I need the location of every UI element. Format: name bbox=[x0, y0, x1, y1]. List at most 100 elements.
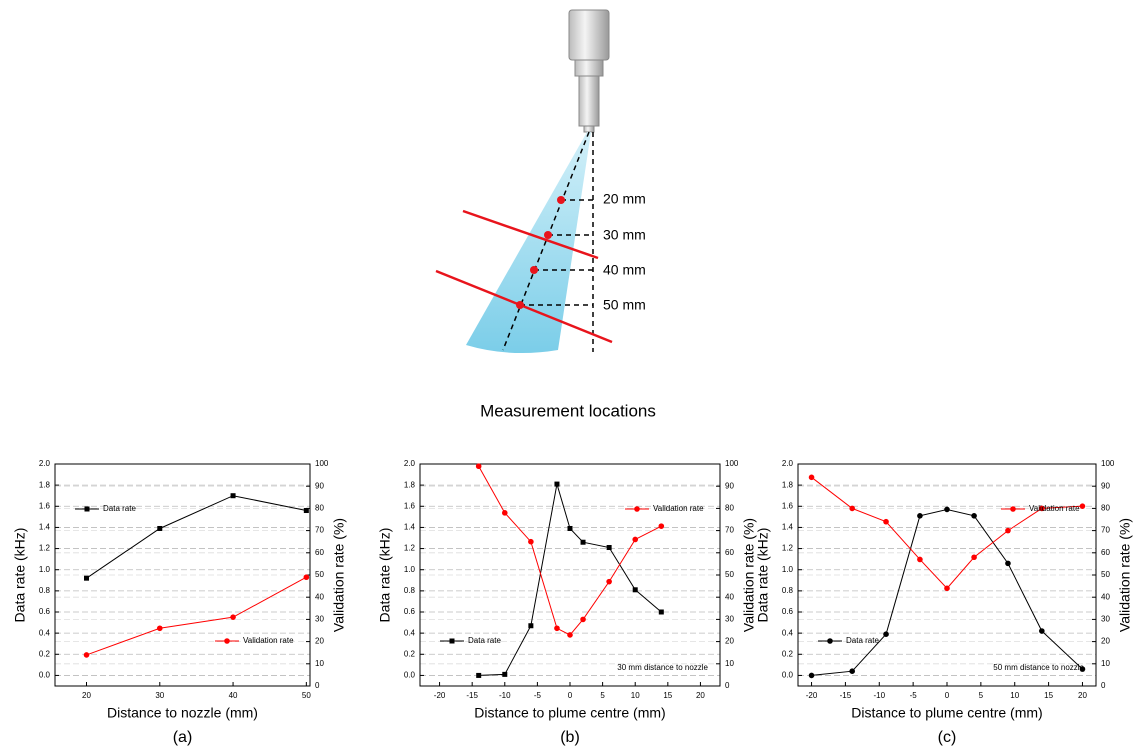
x-tick-label: 15 bbox=[663, 691, 672, 700]
x-tick-label: 0 bbox=[568, 691, 573, 700]
chart-panel: 0.0 0.2 0.4 0.6 0.8 1.0 1.2 1.4 1.6 1.8 2.0 0 10 20 30… bbox=[12, 459, 347, 746]
x-tick-label: -15 bbox=[466, 691, 478, 700]
legend-marker bbox=[1010, 506, 1016, 512]
marker bbox=[606, 545, 612, 551]
marker bbox=[303, 508, 309, 514]
y2-tick-label: 70 bbox=[725, 526, 734, 535]
y-tick-label: 0.0 bbox=[404, 671, 416, 680]
legend-label: Validation rate bbox=[653, 504, 704, 513]
y2-tick-label: 100 bbox=[315, 459, 329, 468]
legend-marker bbox=[634, 506, 640, 512]
marker bbox=[230, 493, 236, 499]
marker bbox=[1079, 503, 1086, 509]
marker bbox=[883, 518, 889, 525]
distance-label: 30 mm bbox=[603, 227, 646, 243]
y-tick-label: 1.2 bbox=[782, 544, 794, 553]
x-axis-label: Distance to plume centre (mm) bbox=[474, 705, 665, 721]
y-tick-label: 1.8 bbox=[782, 480, 794, 489]
x-tick-label: -20 bbox=[434, 691, 446, 700]
y2-tick-label: 0 bbox=[1101, 681, 1106, 690]
x-tick-label: 10 bbox=[631, 691, 640, 700]
marker bbox=[883, 631, 889, 637]
marker bbox=[230, 614, 236, 620]
x-tick-label: -20 bbox=[806, 691, 818, 700]
y2-tick-label: 50 bbox=[1101, 570, 1110, 579]
legend-marker bbox=[224, 638, 230, 644]
marker bbox=[554, 481, 560, 487]
y2-tick-label: 60 bbox=[315, 548, 324, 557]
y2-tick-label: 30 bbox=[315, 615, 324, 624]
marker bbox=[475, 463, 482, 470]
marker bbox=[1039, 505, 1045, 512]
y2-tick-label: 60 bbox=[725, 548, 734, 557]
x-axis-label: Distance to nozzle (mm) bbox=[107, 705, 258, 721]
y-tick-label: 0.0 bbox=[782, 671, 794, 680]
y-tick-label: 1.4 bbox=[404, 523, 416, 532]
y2-tick-label: 80 bbox=[315, 504, 324, 513]
y2-axis-label: Validation rate (%) bbox=[331, 518, 347, 632]
marker bbox=[528, 623, 534, 629]
y-axis-label: Data rate (kHz) bbox=[377, 528, 393, 623]
marker bbox=[1005, 527, 1011, 534]
marker bbox=[567, 525, 573, 531]
y-tick-label: 0.4 bbox=[404, 628, 416, 637]
marker bbox=[528, 538, 534, 545]
y2-tick-label: 90 bbox=[315, 481, 324, 490]
legend-label: Validation rate bbox=[1029, 504, 1080, 513]
marker bbox=[502, 671, 508, 677]
annotation: 50 mm distance to nozzle bbox=[993, 663, 1084, 672]
y-tick-label: 1.4 bbox=[39, 523, 51, 532]
marker bbox=[1079, 666, 1086, 672]
y2-tick-label: 20 bbox=[1101, 637, 1110, 646]
y2-tick-label: 90 bbox=[725, 481, 734, 490]
marker bbox=[476, 672, 482, 678]
legend-marker bbox=[449, 638, 455, 644]
y-tick-label: 1.8 bbox=[39, 480, 51, 489]
marker bbox=[580, 616, 586, 623]
marker bbox=[606, 578, 612, 585]
marker bbox=[83, 652, 90, 658]
marker bbox=[156, 625, 163, 632]
y-tick-label: 1.2 bbox=[39, 544, 51, 553]
distance-label: 50 mm bbox=[603, 297, 646, 313]
y2-axis-label: Validation rate (%) bbox=[741, 518, 757, 632]
x-tick-label: 5 bbox=[979, 691, 984, 700]
panel-label: (c) bbox=[938, 729, 957, 746]
y-tick-label: 0.2 bbox=[782, 649, 794, 658]
y2-tick-label: 30 bbox=[1101, 615, 1110, 624]
y-tick-label: 0.0 bbox=[39, 671, 51, 680]
y-tick-label: 1.6 bbox=[782, 501, 794, 510]
y-tick-label: 0.6 bbox=[782, 607, 794, 616]
y2-tick-label: 40 bbox=[315, 592, 324, 601]
marker bbox=[808, 474, 815, 481]
y-tick-label: 0.2 bbox=[39, 649, 51, 658]
distance-label: 20 mm bbox=[603, 191, 646, 207]
panel-label: (a) bbox=[173, 729, 193, 746]
annotation: 30 mm distance to nozzle bbox=[617, 663, 708, 672]
marker bbox=[567, 632, 573, 638]
marker bbox=[501, 510, 508, 516]
y2-tick-label: 10 bbox=[725, 659, 734, 668]
x-tick-label: 40 bbox=[229, 691, 238, 700]
y-tick-label: 2.0 bbox=[782, 459, 794, 468]
x-tick-label: 50 bbox=[302, 691, 311, 700]
marker bbox=[971, 554, 977, 561]
y-tick-label: 1.6 bbox=[39, 501, 51, 510]
y-tick-label: 1.2 bbox=[404, 544, 416, 553]
y2-tick-label: 30 bbox=[725, 615, 734, 624]
x-tick-label: 30 bbox=[155, 691, 164, 700]
y2-tick-label: 10 bbox=[1101, 659, 1110, 668]
nozzle-diagram: 20 mm 30 mm 40 mm 50 mm Measurement loca… bbox=[435, 9, 656, 420]
plot-frame bbox=[419, 463, 721, 687]
x-tick-label: 15 bbox=[1044, 691, 1053, 700]
y-tick-label: 0.6 bbox=[404, 607, 416, 616]
y2-tick-label: 0 bbox=[315, 681, 320, 690]
marker bbox=[554, 625, 560, 632]
y2-axis-label: Validation rate (%) bbox=[1117, 518, 1133, 632]
y-tick-label: 1.0 bbox=[404, 565, 416, 574]
y2-tick-label: 80 bbox=[725, 504, 734, 513]
legend-label: Data rate bbox=[103, 504, 136, 513]
y-tick-label: 2.0 bbox=[404, 459, 416, 468]
y-tick-label: 0.8 bbox=[782, 586, 794, 595]
x-tick-label: 5 bbox=[600, 691, 605, 700]
